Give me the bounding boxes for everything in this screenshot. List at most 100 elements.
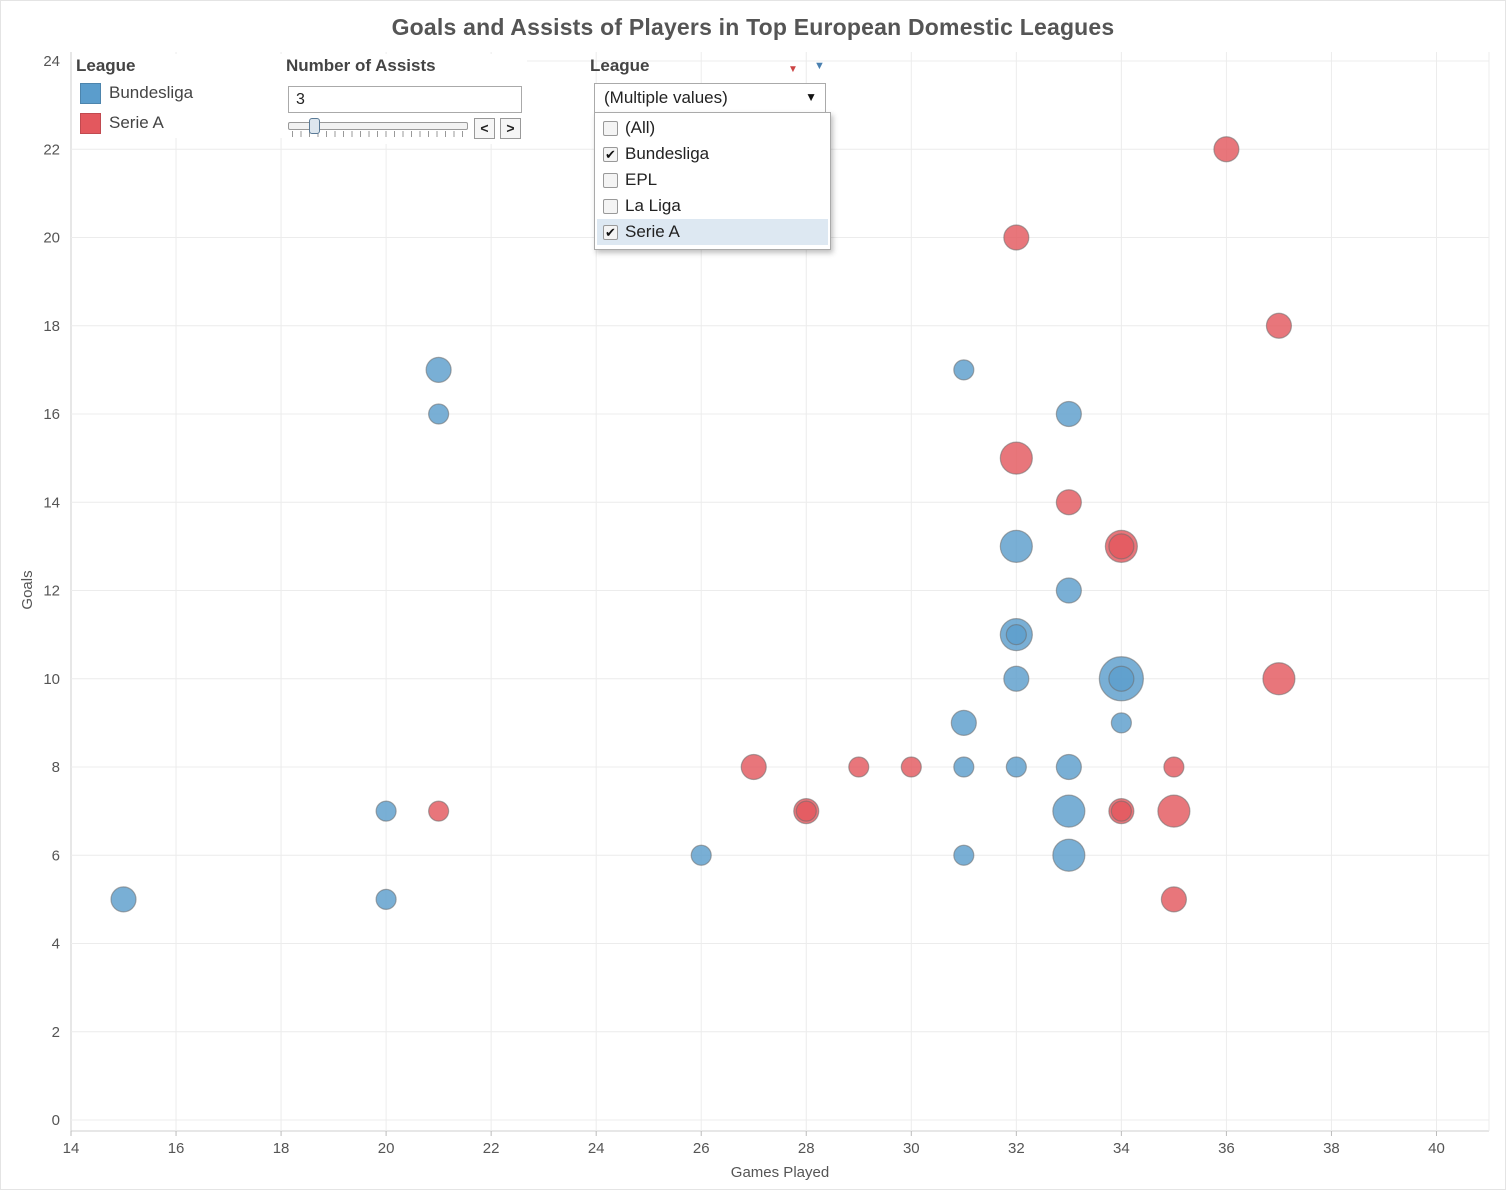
option-label: Bundesliga [625, 144, 710, 163]
data-point-bundesliga [375, 800, 397, 822]
league-option-bundesliga[interactable]: ✔ Bundesliga [597, 141, 828, 167]
data-point-serie-a [900, 756, 922, 778]
legend-swatch-bundesliga [80, 82, 101, 104]
y-tick-label: 22 [43, 141, 60, 158]
data-point-bundesliga [428, 403, 450, 425]
data-point-bundesliga [953, 359, 975, 381]
assists-filter-title: Number of Assists [286, 56, 436, 75]
data-point-bundesliga [375, 888, 397, 910]
clear-filter-icon[interactable]: ▼ [788, 64, 798, 75]
color-legend: League Bundesliga Serie A [72, 54, 282, 138]
data-point-bundesliga [110, 886, 137, 913]
data-point-serie-a [999, 441, 1033, 475]
x-tick-label: 30 [903, 1140, 920, 1157]
data-point-serie-a [1055, 489, 1082, 516]
data-point-serie-a [1110, 800, 1132, 822]
data-point-bundesliga [1108, 665, 1135, 692]
assists-value-input[interactable]: 3 [288, 86, 522, 113]
x-tick-label: 24 [588, 1140, 605, 1157]
data-point-bundesliga [953, 844, 975, 866]
legend-item-bundesliga[interactable]: Bundesliga [72, 78, 282, 108]
data-point-serie-a [1265, 312, 1293, 339]
assists-increment-button[interactable]: > [500, 118, 521, 139]
data-point-bundesliga [1055, 577, 1082, 604]
data-point-bundesliga [953, 756, 975, 778]
legend-swatch-serie-a [80, 112, 101, 134]
data-point-serie-a [848, 756, 870, 778]
data-point-serie-a [740, 753, 767, 781]
x-tick-label: 18 [273, 1140, 290, 1157]
data-point-serie-a [795, 800, 817, 822]
filter-menu-icon[interactable]: ▼ [814, 60, 825, 72]
y-tick-label: 8 [52, 759, 60, 776]
data-point-bundesliga [1055, 400, 1082, 428]
y-tick-label: 14 [43, 494, 60, 511]
legend-label: Serie A [109, 113, 164, 132]
checkbox-la-liga[interactable] [603, 198, 618, 214]
assists-decrement-button[interactable]: < [474, 118, 495, 139]
x-tick-label: 16 [168, 1140, 185, 1157]
x-tick-label: 26 [693, 1140, 710, 1157]
y-tick-label: 0 [52, 1112, 60, 1129]
data-point-serie-a [1213, 136, 1240, 163]
x-tick-label: 20 [378, 1140, 395, 1157]
x-tick-label: 22 [483, 1140, 500, 1157]
x-tick-label: 14 [63, 1140, 80, 1157]
data-point-bundesliga [1110, 712, 1132, 734]
league-option-epl[interactable]: EPL [597, 167, 828, 193]
data-point-bundesliga [1052, 838, 1086, 872]
league-filter: League ▼ ▼ (Multiple values) ▼ (All) ✔ B… [586, 54, 834, 250]
assists-slider-handle[interactable] [309, 118, 320, 134]
data-point-serie-a [1160, 886, 1187, 913]
league-dropdown: (All) ✔ Bundesliga EPL La Liga ✔ Serie A [594, 112, 831, 250]
data-point-bundesliga [425, 356, 452, 383]
league-select-value: (Multiple values) [604, 88, 728, 107]
league-select[interactable]: (Multiple values) ▼ [594, 83, 826, 113]
chart-title: Goals and Assists of Players in Top Euro… [391, 14, 1115, 40]
legend-item-serie-a[interactable]: Serie A [72, 108, 282, 138]
league-option-la-liga[interactable]: La Liga [597, 193, 828, 219]
checkbox-epl[interactable] [603, 172, 618, 188]
checkbox-all[interactable] [603, 120, 618, 136]
option-label: La Liga [625, 196, 681, 215]
data-point-bundesliga [1005, 624, 1027, 646]
assists-filter: Number of Assists 3 < > [282, 54, 527, 144]
x-tick-label: 38 [1323, 1140, 1340, 1157]
data-point-bundesliga [1003, 665, 1030, 692]
y-tick-label: 10 [43, 671, 60, 688]
data-point-serie-a [428, 800, 450, 822]
x-tick-label: 32 [1008, 1140, 1025, 1157]
x-tick-label: 28 [798, 1140, 815, 1157]
y-tick-label: 12 [43, 583, 60, 600]
data-point-serie-a [1003, 224, 1030, 251]
x-tick-label: 34 [1113, 1140, 1130, 1157]
y-tick-label: 16 [43, 406, 60, 423]
data-point-serie-a [1262, 662, 1296, 696]
assists-slider-track[interactable] [288, 122, 468, 130]
option-label: (All) [625, 118, 656, 137]
data-point-bundesliga [1052, 794, 1086, 828]
data-point-bundesliga [950, 709, 977, 736]
y-tick-label: 2 [52, 1024, 60, 1041]
league-filter-title: League [590, 56, 650, 75]
y-tick-label: 6 [52, 847, 60, 864]
data-point-bundesliga [999, 529, 1033, 563]
checkbox-serie-a[interactable]: ✔ [603, 224, 618, 240]
data-point-bundesliga [690, 844, 712, 866]
data-point-bundesliga [1055, 753, 1082, 781]
data-point-serie-a [1163, 756, 1185, 778]
x-tick-label: 36 [1218, 1140, 1235, 1157]
option-label: Serie A [625, 222, 680, 241]
assists-slider-ticks [292, 131, 464, 137]
league-option-all[interactable]: (All) [597, 115, 828, 141]
league-option-serie-a[interactable]: ✔ Serie A [597, 219, 828, 245]
y-tick-label: 20 [43, 230, 60, 247]
data-point-serie-a [1108, 533, 1135, 560]
data-point-bundesliga [1005, 756, 1027, 778]
legend-label: Bundesliga [109, 83, 194, 102]
legend-title: League [76, 56, 136, 75]
checkbox-bundesliga[interactable]: ✔ [603, 146, 618, 162]
data-point-serie-a [1157, 794, 1191, 828]
y-tick-label: 24 [43, 53, 60, 70]
